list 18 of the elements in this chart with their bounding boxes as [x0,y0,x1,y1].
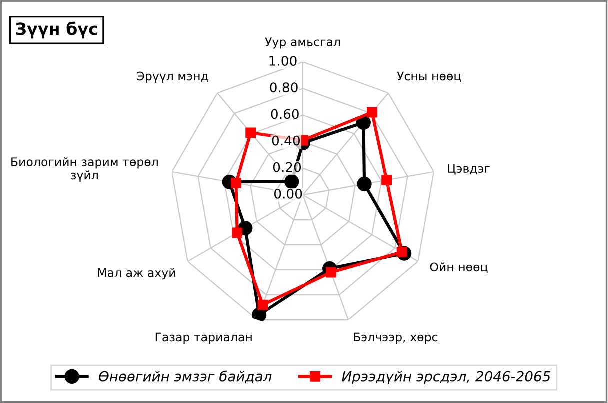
spoke-label: Газар тариалан [156,332,252,344]
spoke-label: Мал аж ахуй [98,268,176,280]
legend-label: Өнөөгийн эмзэг байдал [99,370,272,384]
spoke-label: Усны нөөц [397,72,462,82]
y-tick-label: 0.60 [271,109,299,120]
spoke-label: Цэвдэг [448,164,490,175]
chart-title: Зүүн бүс [16,22,98,39]
spoke-label: Уур амьсгал [265,38,340,49]
y-tick-label: 0.20 [273,162,302,172]
spoke-label: Биологийн зарим төрөл зүйл [12,157,158,182]
legend-label: Ирээдүйн эрсдэл, 2046-2065 [342,371,550,384]
y-tick-label: 1.00 [270,56,297,66]
y-tick-label: 0.40 [272,136,300,146]
spoke-label: Эрүүл мэнд [137,72,208,83]
spoke-label: Ойн нөөц [430,262,488,274]
spoke-label: Бэлчээр, хөрс [354,332,438,344]
y-tick-label: 0.80 [270,82,298,93]
y-tick-label: 0.00 [274,188,302,199]
